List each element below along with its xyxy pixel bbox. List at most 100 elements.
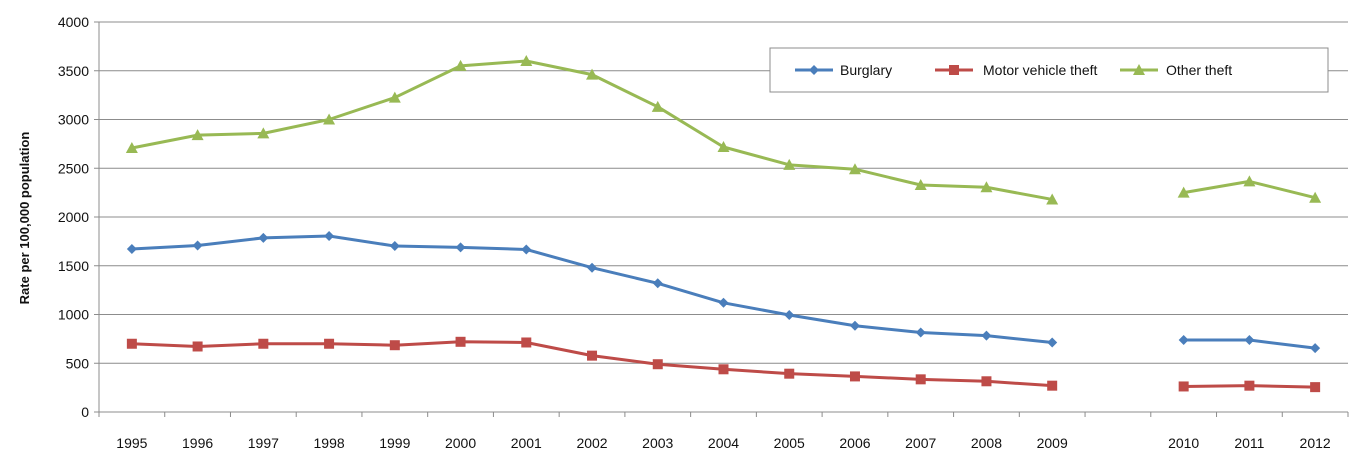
data-point-other-theft xyxy=(1177,186,1190,198)
y-tick-label: 0 xyxy=(81,404,89,420)
x-tick-label: 2010 xyxy=(1168,435,1199,451)
data-point-burglary xyxy=(915,327,926,338)
data-point-burglary xyxy=(587,262,598,273)
x-tick-label: 2001 xyxy=(511,435,542,451)
series-group xyxy=(125,55,1322,393)
legend-marker-other-theft xyxy=(1133,64,1145,75)
data-point-burglary xyxy=(1310,343,1321,354)
x-tick-label: 2002 xyxy=(576,435,607,451)
data-point-other-theft xyxy=(914,179,927,191)
data-point-motor-vehicle-theft xyxy=(192,341,203,352)
data-point-other-theft xyxy=(454,59,467,71)
data-point-motor-vehicle-theft xyxy=(455,336,466,347)
gridlines xyxy=(99,21,1348,364)
data-point-other-theft xyxy=(191,129,204,141)
x-tick-label: 1996 xyxy=(182,435,213,451)
data-point-other-theft xyxy=(717,140,730,152)
x-tick-label: 2000 xyxy=(445,435,476,451)
data-point-motor-vehicle-theft xyxy=(718,364,729,375)
y-tick-label: 500 xyxy=(66,355,90,371)
y-tick-label: 1500 xyxy=(58,258,89,274)
x-tick-label: 2006 xyxy=(839,435,870,451)
data-point-motor-vehicle-theft xyxy=(981,376,992,387)
data-point-other-theft xyxy=(783,158,796,170)
x-tick-label: 2008 xyxy=(971,435,1002,451)
y-tick-label: 1000 xyxy=(58,307,89,323)
x-tick-label: 1997 xyxy=(248,435,279,451)
data-point-burglary xyxy=(652,278,663,289)
series-line-burglary xyxy=(131,234,1053,344)
x-tick-label: 2012 xyxy=(1300,435,1331,451)
x-tick-label: 2011 xyxy=(1234,435,1264,451)
data-point-motor-vehicle-theft xyxy=(1047,380,1058,391)
legend-label-burglary: Burglary xyxy=(840,62,892,78)
series-motor-vehicle-theft xyxy=(126,336,1321,393)
data-point-motor-vehicle-theft xyxy=(389,340,400,351)
legend-label-motor-vehicle-theft: Motor vehicle theft xyxy=(983,62,1097,78)
data-point-other-theft xyxy=(1046,193,1059,205)
data-point-burglary xyxy=(455,242,466,253)
legend-marker-burglary xyxy=(809,65,819,75)
y-tick-label: 3000 xyxy=(58,112,89,128)
data-point-motor-vehicle-theft xyxy=(1310,382,1321,393)
data-point-burglary xyxy=(1244,335,1255,346)
data-point-burglary xyxy=(1178,335,1189,346)
legend-box xyxy=(769,47,1329,93)
data-point-other-theft xyxy=(586,68,599,80)
x-tick-label: 2003 xyxy=(642,435,673,451)
y-tick-label: 2500 xyxy=(58,160,89,176)
series-other-theft xyxy=(125,55,1322,205)
data-point-motor-vehicle-theft xyxy=(587,350,598,361)
legend: Burglary Motor vehicle theft Other theft xyxy=(769,47,1329,93)
data-point-other-theft xyxy=(257,127,270,139)
x-tick-label: 2007 xyxy=(905,435,936,451)
y-tick-label: 4000 xyxy=(58,14,89,30)
data-point-other-theft xyxy=(1243,175,1256,187)
data-point-other-theft xyxy=(1309,191,1322,203)
x-tick-label: 2005 xyxy=(774,435,805,451)
data-point-other-theft xyxy=(651,100,664,112)
data-point-motor-vehicle-theft xyxy=(849,371,860,382)
legend-marker-motor-vehicle-theft xyxy=(949,65,959,75)
y-tick-label: 2000 xyxy=(58,209,89,225)
x-tick-label: 2009 xyxy=(1037,435,1068,451)
x-tick-label: 1999 xyxy=(379,435,410,451)
data-point-motor-vehicle-theft xyxy=(258,338,269,349)
data-point-burglary xyxy=(192,240,203,251)
data-point-other-theft xyxy=(388,91,401,103)
x-tick-labels: 1995 1996 1997 1998 1999 2000 2001 2002 2003 2004… xyxy=(116,435,1331,451)
data-point-burglary xyxy=(126,243,137,254)
axes xyxy=(94,21,1349,417)
y-tick-labels: 0 500 1000 1500 2000 2500 3000 3500 4000 xyxy=(58,14,89,420)
data-point-motor-vehicle-theft xyxy=(915,374,926,385)
data-point-burglary xyxy=(324,231,335,242)
data-point-motor-vehicle-theft xyxy=(324,338,335,349)
data-point-other-theft xyxy=(848,163,861,175)
data-point-other-theft xyxy=(520,55,533,66)
data-point-burglary xyxy=(258,232,269,243)
x-tick-label: 1998 xyxy=(314,435,345,451)
data-point-burglary xyxy=(389,241,400,252)
data-point-burglary xyxy=(521,244,532,255)
data-point-burglary xyxy=(718,297,729,308)
data-point-motor-vehicle-theft xyxy=(126,338,137,349)
data-point-motor-vehicle-theft xyxy=(1244,380,1255,391)
data-point-burglary xyxy=(1047,337,1058,348)
data-point-other-theft xyxy=(323,113,336,125)
legend-label-other-theft: Other theft xyxy=(1166,62,1232,78)
data-point-motor-vehicle-theft xyxy=(521,337,532,348)
data-point-burglary xyxy=(849,320,860,331)
data-point-burglary xyxy=(784,309,795,320)
data-point-motor-vehicle-theft xyxy=(1178,381,1189,392)
data-point-motor-vehicle-theft xyxy=(652,359,663,370)
data-point-other-theft xyxy=(980,181,993,193)
data-point-other-theft xyxy=(125,141,138,153)
data-point-burglary xyxy=(981,330,992,341)
x-tick-label: 1995 xyxy=(116,435,147,451)
y-axis-title: Rate per 100,000 population xyxy=(17,132,32,305)
y-tick-label: 3500 xyxy=(58,63,89,79)
x-tick-label: 2004 xyxy=(708,435,739,451)
data-point-motor-vehicle-theft xyxy=(784,368,795,379)
